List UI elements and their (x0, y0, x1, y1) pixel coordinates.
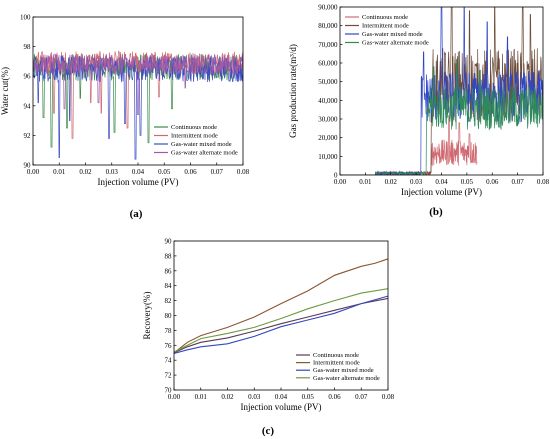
x-tick-label: 0.05 (302, 393, 315, 401)
x-tick-label: 0.08 (237, 168, 250, 176)
y-tick-label: 90 (165, 238, 173, 246)
series-line-3 (174, 295, 388, 355)
panel-label: (a) (130, 208, 143, 220)
series-group (33, 50, 243, 160)
x-tick-label: 0.04 (275, 393, 288, 401)
x-tick-label: 0.06 (486, 178, 499, 186)
x-tick-label: 0.03 (410, 178, 423, 186)
y-tick-label: 96 (24, 73, 32, 81)
x-tick-label: 0.01 (359, 178, 372, 186)
y-tick-label: 78 (165, 327, 173, 335)
legend-label: Continuous mode (362, 14, 408, 21)
y-tick-label: 98 (24, 43, 32, 51)
chart-panel-1: 0.00 0.01 0.02 0.03 0.04 0.05 0.06 0.07 0.08 90 92… (0, 14, 250, 221)
x-tick-label: 0.08 (382, 393, 395, 401)
x-tick-label: 0.03 (106, 168, 119, 176)
y-tick-label: 84 (165, 282, 173, 290)
legend-label: Intermittent mode (362, 23, 409, 30)
x-tick-label: 0.05 (158, 168, 171, 176)
series-line-4 (174, 288, 388, 353)
x-tick-label: 0.00 (334, 178, 347, 186)
x-tick-label: 0.01 (53, 168, 66, 176)
y-tick-label: 100 (20, 14, 31, 22)
y-tick-label: 90,000 (318, 4, 338, 12)
legend-label: Continuous mode (313, 352, 359, 359)
y-tick-label: 50,000 (318, 78, 338, 86)
x-axis-label: Injection volume (PV) (241, 402, 322, 412)
legend-label: Intermittent mode (171, 133, 218, 140)
legend-label: Gas-water mixed mode (171, 141, 232, 148)
y-tick-label: 80 (165, 312, 173, 320)
y-tick-label: 30,000 (318, 116, 338, 124)
x-tick-label: 0.06 (184, 168, 197, 176)
y-tick-label: 10,000 (318, 153, 338, 161)
y-tick-label: 88 (165, 252, 173, 260)
x-tick-label: 0.05 (461, 178, 474, 186)
y-tick-label: 94 (24, 102, 32, 110)
panel-label: (b) (429, 206, 443, 218)
y-tick-label: 0 (334, 172, 338, 180)
legend-label: Intermittent mode (313, 360, 360, 367)
series-line-3 (33, 55, 243, 160)
x-tick-label: 0.00 (168, 393, 181, 401)
series-line-3 (340, 7, 543, 175)
x-tick-label: 0.00 (27, 168, 40, 176)
y-axis-label: Water cut(%) (0, 67, 10, 115)
series-group (340, 7, 543, 175)
legend-label: Continuous mode (171, 124, 217, 131)
x-tick-label: 0.02 (79, 168, 92, 176)
panel-label: (c) (262, 425, 275, 437)
y-tick-label: 72 (165, 372, 173, 380)
series-line-2 (174, 258, 388, 354)
chart-panel-2: 0.00 0.01 0.02 0.03 0.04 0.05 0.06 0.07 0.08 0 10,… (288, 4, 550, 219)
legend-label: Gas-water alternate mode (313, 375, 380, 382)
y-tick-label: 60,000 (318, 60, 338, 68)
y-tick-label: 20,000 (318, 134, 338, 142)
x-tick-label: 0.07 (512, 178, 525, 186)
y-tick-label: 70,000 (318, 41, 338, 49)
x-tick-label: 0.01 (195, 393, 208, 401)
x-axis-label: Injection volume (PV) (401, 187, 482, 197)
x-tick-label: 0.06 (328, 393, 341, 401)
y-tick-label: 76 (165, 342, 173, 350)
x-tick-label: 0.02 (385, 178, 398, 186)
x-tick-label: 0.03 (248, 393, 261, 401)
y-tick-label: 74 (165, 357, 173, 365)
x-tick-label: 0.07 (211, 168, 224, 176)
x-tick-label: 0.08 (537, 178, 550, 186)
x-tick-label: 0.07 (355, 393, 368, 401)
legend-label: Gas-water alternate mode (362, 40, 429, 47)
series-line-1 (33, 54, 243, 148)
series-group (174, 258, 388, 355)
y-axis-label: Gas production rate(m³/d) (288, 44, 298, 138)
y-tick-label: 40,000 (318, 97, 338, 105)
y-tick-label: 90 (24, 162, 32, 170)
y-tick-label: 80,000 (318, 22, 338, 30)
y-tick-label: 82 (165, 297, 173, 305)
chart-panel-3: 0.00 0.01 0.02 0.03 0.04 0.05 0.06 0.07 0.08 70 72… (142, 238, 395, 438)
y-tick-label: 92 (24, 132, 32, 140)
legend-label: Gas-water mixed mode (313, 367, 374, 374)
legend-label: Gas-water mixed mode (362, 31, 423, 38)
x-tick-label: 0.02 (221, 393, 234, 401)
y-tick-label: 70 (165, 387, 173, 395)
x-tick-label: 0.04 (435, 178, 448, 186)
legend-label: Gas-water alternate mode (171, 150, 238, 157)
series-line-1 (174, 297, 388, 354)
x-axis-label: Injection volume (PV) (98, 177, 179, 187)
y-tick-label: 86 (165, 267, 173, 275)
y-axis-label: Recovery(%) (142, 292, 152, 340)
x-tick-label: 0.04 (132, 168, 145, 176)
series-line-4 (33, 53, 243, 116)
series-line-4 (340, 58, 543, 175)
